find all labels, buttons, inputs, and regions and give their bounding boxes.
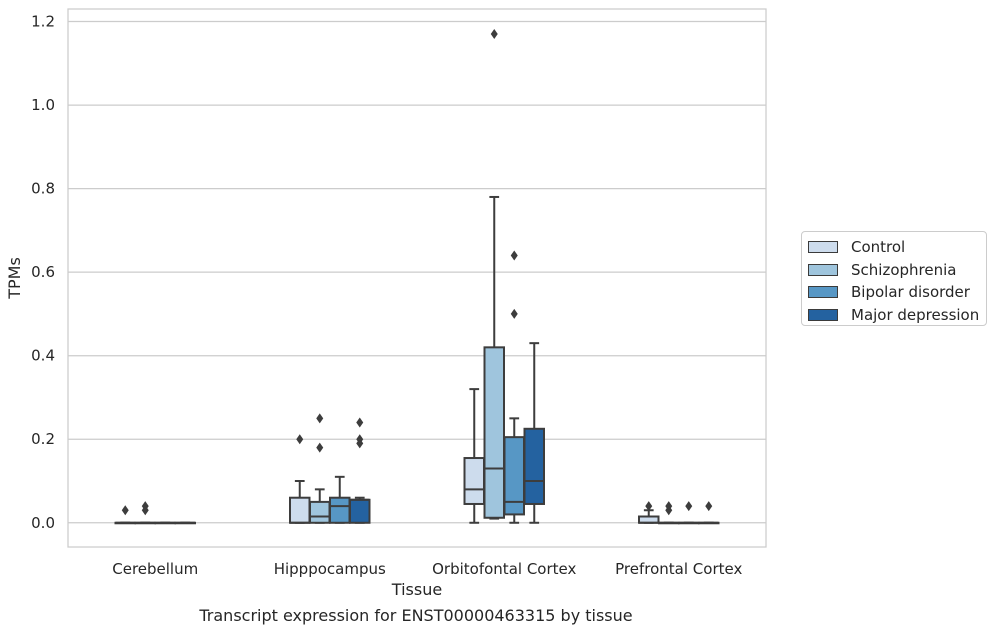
plot-frame [67,8,767,548]
box-schizophrenia [483,29,505,520]
outlier-point [296,434,304,445]
y-tick-labels: 0.0 0.2 0.4 0.6 0.8 1.0 1.2 [31,13,55,532]
outlier-point [121,505,129,516]
outlier-point [510,250,518,261]
outlier-point [141,501,149,512]
figure-caption: Transcript expression for ENST0000046331… [199,606,633,625]
x-tick-labels: Cerebellum Hipppocampus Orbitofontal Corte… [112,560,742,578]
legend-item: Major depression [808,304,980,327]
box-schizophrenia [134,501,156,525]
box-bipolar-disorder [154,521,176,525]
legend: Control Schizophrenia Bipolar disorder Majo… [801,231,987,326]
legend-item: Control [808,236,980,259]
outlier-point [665,501,673,512]
y-tick-label: 0.8 [31,180,55,198]
x-axis-label: Tissue [391,580,442,599]
legend-swatch [808,308,838,321]
box-body [463,457,485,505]
box-schizophrenia [658,501,680,525]
y-tick-label: 0.4 [31,347,55,365]
y-tick-label: 0.0 [31,514,55,532]
box-schizophrenia [309,413,331,524]
box-body [289,496,311,524]
outlier-point [356,417,364,428]
outlier-point [705,501,713,512]
legend-swatch [808,241,838,254]
legend-label: Major depression [851,305,980,324]
box-control [638,501,660,524]
x-tick-label: Orbitofontal Cortex [432,560,576,578]
box-control [114,505,136,525]
gridlines [68,20,766,524]
legend-item: Bipolar disorder [808,281,980,304]
y-tick-label: 1.2 [31,13,55,31]
legend-item: Schizophrenia [808,259,980,282]
outlier-point [685,501,693,512]
box-control [289,434,311,524]
y-tick-label: 0.6 [31,263,55,281]
x-tick-label: Cerebellum [112,560,198,578]
y-axis-label: TPMs [5,257,24,300]
box-bipolar-disorder [503,250,525,524]
box-body [309,500,331,524]
legend-swatch [808,263,838,276]
y-tick-label: 1.0 [31,96,55,114]
legend-label: Schizophrenia [851,260,957,279]
outlier-point [316,442,324,453]
box-major-depression [174,521,196,525]
legend-swatch [808,286,838,299]
x-tick-label: Prefrontal Cortex [615,560,742,578]
outlier-point [316,413,324,424]
box-major-depression [698,501,720,525]
box-major-depression [349,417,371,524]
box-body [349,498,371,524]
outlier-point [645,501,653,512]
outlier-point [356,438,364,449]
legend-label: Control [851,238,906,257]
box-body [523,427,545,505]
box-major-depression [523,342,545,524]
legend-label: Bipolar disorder [851,283,970,302]
box-bipolar-disorder [329,475,351,524]
x-tick-label: Hipppocampus [274,560,386,578]
y-tick-label: 0.2 [31,430,55,448]
outlier-point [490,29,498,40]
box-bipolar-disorder [678,501,700,525]
box-body [329,496,351,524]
box-body [483,346,505,519]
outlier-point [510,308,518,319]
box-control [463,388,485,524]
boxes-layer [114,29,720,525]
